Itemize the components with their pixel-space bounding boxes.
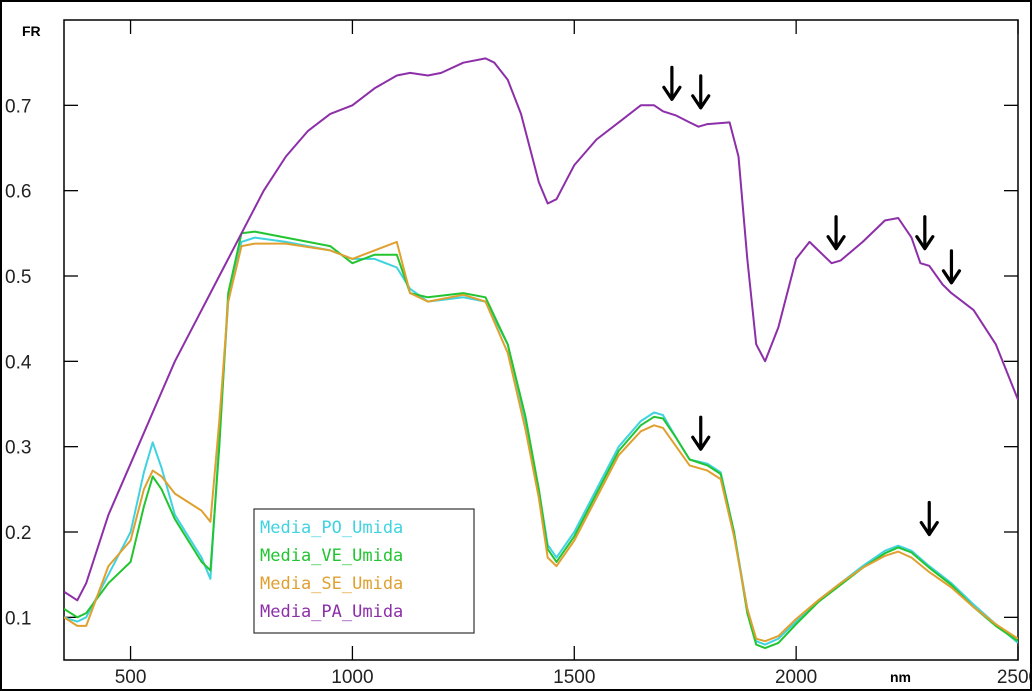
x-tick-label: 1500 (553, 667, 595, 688)
legend-item: Media_PO_Umida (260, 518, 403, 538)
arrow-annotation (662, 65, 682, 101)
x-tick-label: 2500 (997, 667, 1030, 688)
y-tick-label: 0.3 (5, 438, 31, 459)
x-tick-label: 2000 (775, 667, 817, 688)
y-tick-label: 0.1 (5, 608, 31, 629)
arrow-annotation (691, 74, 711, 110)
arrow-annotations (662, 65, 962, 537)
series-line (64, 57, 1018, 602)
y-tick-label: 0.2 (5, 523, 31, 544)
series-line (64, 240, 1018, 643)
y-tick-label: 0.6 (5, 182, 31, 203)
axis-ticks: 0.1 0.2 0.3 0.4 0.5 0.6 0.7 500 1000 1500 2000 2500 (5, 20, 1030, 688)
legend: Media_PO_Umida Media_VE_Umida Media_SE_U… (253, 508, 475, 634)
y-axis-title: FR (22, 23, 41, 39)
arrow-annotation (915, 215, 935, 251)
y-tick-label: 0.4 (5, 352, 32, 373)
legend-box (253, 508, 475, 634)
legend-item: Media_PA_Umida (260, 602, 403, 622)
series-lines (64, 57, 1018, 650)
arrow-annotation (691, 415, 711, 451)
arrow-annotation (919, 500, 939, 537)
legend-item: Media_VE_Umida (260, 546, 403, 566)
x-tick-label: 500 (115, 667, 147, 688)
legend-item: Media_SE_Umida (260, 574, 403, 594)
x-tick-label: 1000 (331, 667, 373, 688)
arrow-annotation (826, 215, 846, 251)
series-line (64, 230, 1018, 650)
arrow-annotation (941, 249, 962, 285)
y-tick-label: 0.7 (5, 96, 31, 117)
x-axis-title: nm (890, 669, 911, 685)
plot-area (63, 19, 1019, 661)
y-tick-label: 0.5 (5, 267, 31, 288)
